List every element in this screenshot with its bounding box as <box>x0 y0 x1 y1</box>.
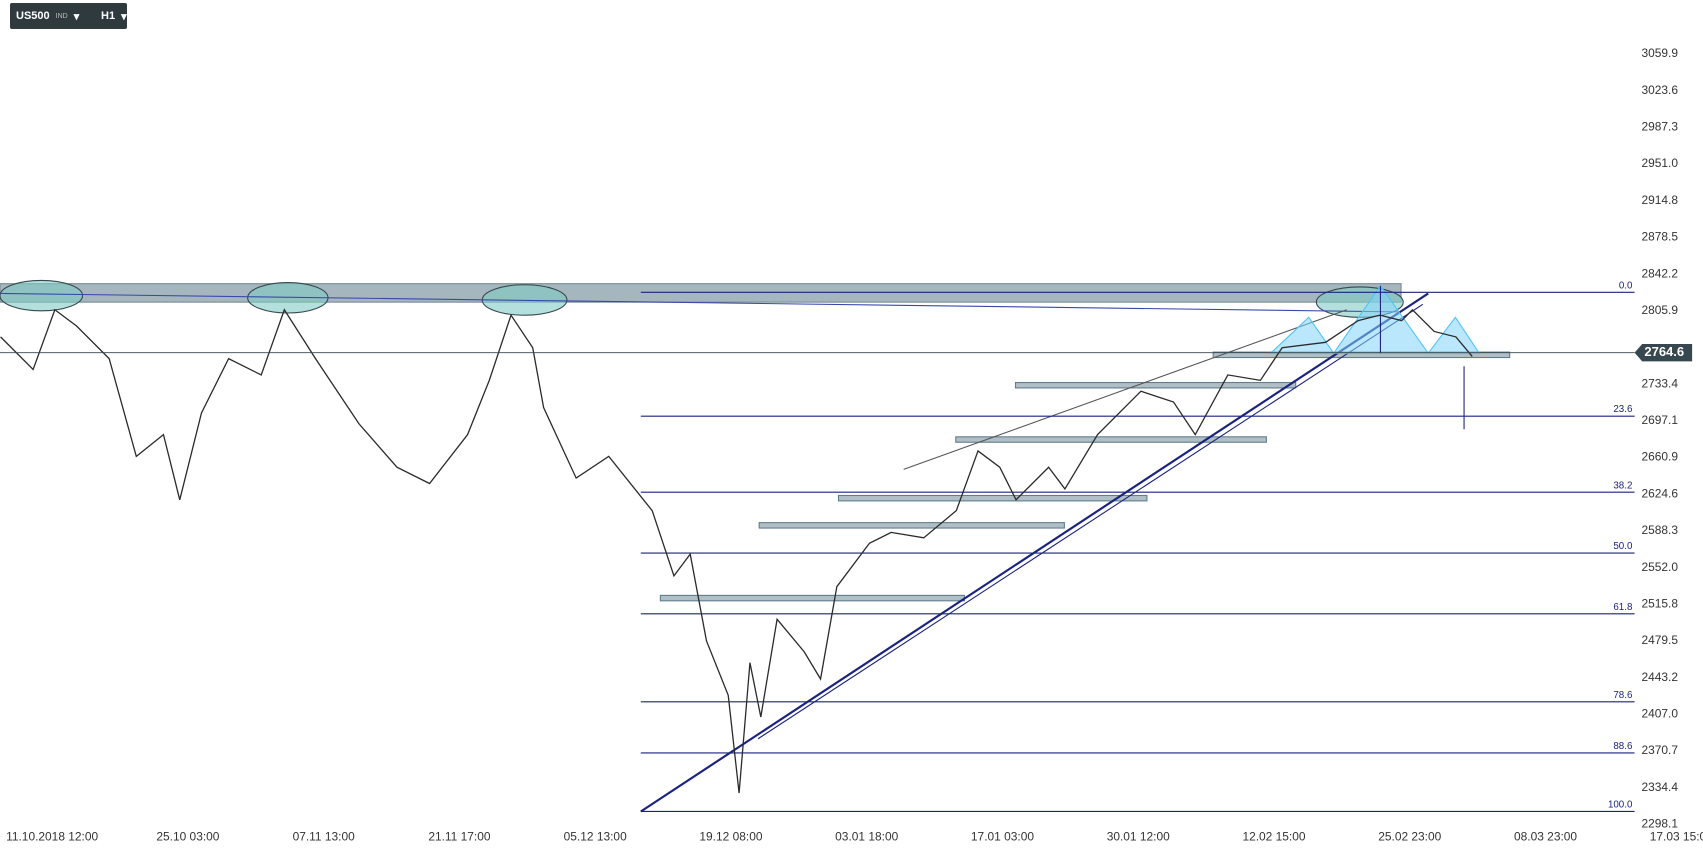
y-tick-label: 2987.3 <box>1642 120 1679 134</box>
x-tick-label: 11.10.2018 12:00 <box>6 830 98 844</box>
support-bars <box>659 351 1511 602</box>
y-tick-label: 2951.0 <box>1642 156 1679 170</box>
y-tick-label: 2298.1 <box>1642 817 1679 831</box>
y-tick-label: 2479.5 <box>1642 633 1679 647</box>
fib-label: 23.6 <box>1613 404 1632 415</box>
last-price-label: 2764.6 <box>1644 344 1684 359</box>
y-tick-label: 2805.9 <box>1642 303 1679 317</box>
fib-label: 88.6 <box>1613 741 1632 752</box>
support-bar <box>837 494 1148 502</box>
dropdown-arrow: ▾ <box>73 10 80 23</box>
trend-line <box>903 309 1347 470</box>
trend-line <box>0 292 1402 313</box>
shoulder <box>1269 316 1335 354</box>
y-tick-label: 2914.8 <box>1642 193 1679 207</box>
fib-label: 50.0 <box>1613 541 1633 552</box>
x-tick-label: 07.11 13:00 <box>293 830 356 844</box>
y-tick-label: 2370.7 <box>1642 743 1679 757</box>
drawings <box>0 279 1511 813</box>
y-tick-label: 2407.0 <box>1642 707 1679 721</box>
y-tick-label: 2842.2 <box>1642 266 1679 280</box>
y-tick-label: 2878.5 <box>1642 230 1679 244</box>
y-tick-label: 2697.1 <box>1642 413 1679 427</box>
y-tick-label: 2515.8 <box>1642 596 1679 610</box>
x-tick-label: 12.02 15:00 <box>1242 830 1305 844</box>
x-tick-label: 17.03 15:00 <box>1650 830 1703 844</box>
y-tick-label: 2334.4 <box>1642 780 1679 794</box>
x-tick-label: 25.10 03:00 <box>156 830 219 844</box>
y-tick-label: 2443.2 <box>1642 670 1679 684</box>
y-tick-label: 3023.6 <box>1642 83 1679 97</box>
touch-ellipse <box>0 279 84 312</box>
y-tick-label: 2660.9 <box>1642 450 1679 464</box>
support-bar <box>955 436 1267 443</box>
y-tick-label: 2552.0 <box>1642 560 1679 574</box>
x-tick-label: 05.12 13:00 <box>564 830 627 844</box>
support-bar <box>758 522 1065 529</box>
x-tick-label: 19.12 08:00 <box>699 830 762 844</box>
x-tick-label: 25.02 23:00 <box>1378 830 1441 844</box>
x-tick-label: 30.01 12:00 <box>1107 830 1170 844</box>
resistance-zone <box>0 283 1402 303</box>
last-price-tag <box>1634 343 1693 362</box>
trend-line <box>757 303 1424 740</box>
y-tick-label: 2624.6 <box>1642 486 1679 500</box>
fib-label: 38.2 <box>1613 480 1632 491</box>
support-bar <box>1014 381 1297 389</box>
x-tick-label: 03.01 18:00 <box>835 830 898 844</box>
market: IND <box>55 12 68 20</box>
support-bar <box>659 594 965 602</box>
y-tick-label: 3059.9 <box>1642 46 1679 60</box>
fib-label: 0.0 <box>1619 280 1633 291</box>
x-tick-label: 08.03 23:00 <box>1514 830 1577 844</box>
dropdown-arrow: ▾ <box>121 10 127 23</box>
x-tick-label: 17.01 03:00 <box>971 830 1034 844</box>
fib-label: 100.0 <box>1608 800 1633 811</box>
y-tick-label: 2733.4 <box>1642 376 1679 390</box>
symbol-selector[interactable]: US500 IND ▾ <box>10 3 99 29</box>
fib-label: 61.8 <box>1613 602 1632 613</box>
shoulder <box>1427 316 1481 354</box>
symbol: US500 <box>16 10 50 22</box>
price-line <box>0 308 1473 794</box>
timeframe-selector[interactable]: H1 ▾ <box>95 3 127 29</box>
timeframe: H1 <box>101 10 116 22</box>
y-tick-label: 2588.3 <box>1642 523 1679 537</box>
fib-label: 78.6 <box>1613 690 1632 701</box>
x-tick-label: 21.11 17:00 <box>428 830 491 844</box>
